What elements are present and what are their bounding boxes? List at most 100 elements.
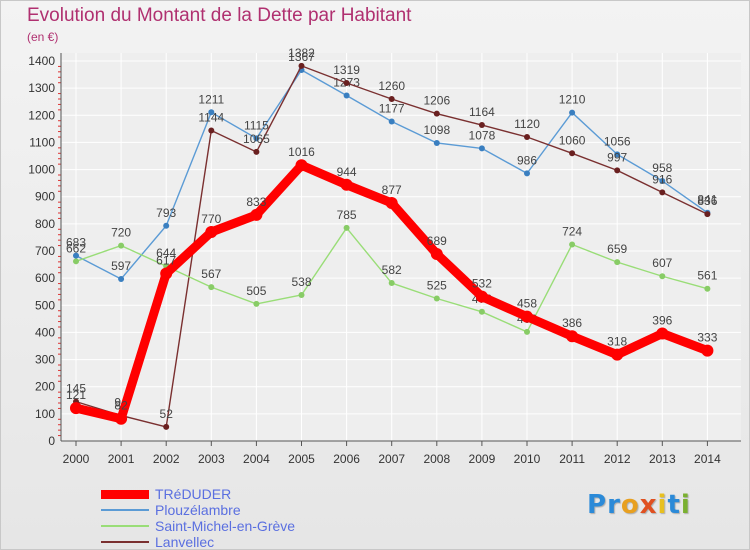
x-tick-label: 2004 [243, 452, 270, 466]
legend-swatch [101, 489, 149, 499]
data-point-saint-michel-en-gr-ve [478, 308, 485, 315]
y-tick-label: 0 [48, 434, 55, 448]
data-point-lanvellec [614, 167, 621, 174]
y-tick-label: 600 [35, 271, 55, 285]
data-label-tr-duder: 1016 [288, 145, 315, 159]
data-label-lanvellec: 145 [66, 382, 86, 396]
data-point-tr-duder [250, 208, 263, 221]
chart-unit-label: (en €) [27, 30, 59, 44]
data-point-plouz-lambre [388, 118, 395, 125]
data-point-tr-duder [566, 330, 579, 343]
data-label-tr-duder: 386 [562, 316, 582, 330]
legend-swatch [101, 541, 149, 543]
data-label-saint-michel-en-gr-ve: 659 [607, 242, 627, 256]
data-point-saint-michel-en-gr-ve [659, 273, 666, 280]
y-tick-label: 1200 [28, 108, 55, 122]
chart-legend: TRéDUDER Plouzélambre Saint-Michel-en-Grèv… [101, 486, 295, 550]
data-point-tr-duder [340, 178, 353, 191]
data-label-tr-duder: 458 [517, 297, 537, 311]
x-tick-label: 2012 [604, 452, 631, 466]
data-label-lanvellec: 1164 [469, 105, 495, 119]
logo-letter: t [667, 490, 681, 520]
x-tick-label: 2001 [108, 452, 135, 466]
data-point-lanvellec [704, 211, 711, 218]
data-label-saint-michel-en-gr-ve: 644 [156, 246, 176, 260]
data-point-plouz-lambre [253, 135, 260, 142]
data-point-saint-michel-en-gr-ve [343, 224, 350, 231]
data-point-saint-michel-en-gr-ve [208, 284, 215, 291]
data-point-saint-michel-en-gr-ve [433, 295, 440, 302]
logo-letter: o [620, 490, 640, 520]
y-tick-label: 300 [35, 353, 55, 367]
data-point-saint-michel-en-gr-ve [388, 280, 395, 287]
data-label-plouz-lambre: 986 [517, 153, 537, 167]
data-label-saint-michel-en-gr-ve: 582 [382, 263, 402, 277]
data-point-lanvellec [569, 150, 576, 157]
x-tick-label: 2011 [559, 452, 585, 466]
legend-item-lanvellec: Lanvellec [101, 534, 295, 550]
legend-label: Lanvellec [155, 534, 215, 550]
data-point-plouz-lambre [659, 177, 666, 184]
data-label-lanvellec: 836 [697, 194, 717, 208]
data-label-lanvellec: 1382 [288, 46, 315, 60]
data-point-lanvellec [208, 127, 215, 134]
data-point-tr-duder [385, 196, 398, 209]
data-label-tr-duder: 532 [472, 277, 492, 291]
data-label-tr-duder: 689 [427, 234, 447, 248]
data-label-lanvellec: 1060 [559, 133, 586, 147]
data-point-plouz-lambre [614, 151, 621, 158]
data-label-plouz-lambre: 1210 [559, 93, 586, 107]
x-tick-label: 2002 [153, 452, 180, 466]
chart-title: Evolution du Montant de la Dette par Hab… [27, 5, 412, 26]
data-label-tr-duder: 833 [246, 195, 266, 209]
data-label-plouz-lambre: 793 [156, 206, 176, 220]
data-point-tr-duder [521, 310, 533, 323]
x-tick-label: 2014 [694, 452, 721, 466]
data-point-tr-duder [160, 267, 173, 280]
logo-letter: P [587, 490, 608, 520]
data-label-lanvellec: 1144 [198, 110, 224, 124]
data-point-plouz-lambre [433, 139, 440, 146]
data-label-plouz-lambre: 1056 [604, 134, 631, 148]
data-label-saint-michel-en-gr-ve: 567 [201, 267, 221, 281]
legend-item-saint-michel-en-gr-ve: Saint-Michel-en-Grève [101, 518, 295, 534]
data-point-lanvellec [253, 148, 260, 155]
data-point-tr-duder [475, 290, 488, 303]
y-tick-label: 1100 [29, 135, 55, 149]
data-label-tr-duder: 121 [66, 388, 86, 402]
data-point-lanvellec [163, 423, 170, 430]
data-label-saint-michel-en-gr-ve: 525 [427, 279, 447, 293]
data-point-saint-michel-en-gr-ve [253, 300, 260, 307]
data-point-tr-duder [205, 226, 218, 238]
data-label-tr-duder: 333 [697, 331, 717, 345]
data-point-tr-duder [701, 344, 714, 357]
data-label-saint-michel-en-gr-ve: 607 [652, 256, 672, 270]
logo-letter: i [657, 490, 668, 520]
legend-label: Plouzélambre [155, 502, 241, 518]
data-label-saint-michel-en-gr-ve: 785 [337, 208, 357, 222]
data-point-tr-duder [295, 159, 308, 172]
data-point-plouz-lambre [163, 222, 170, 229]
data-label-saint-michel-en-gr-ve: 720 [111, 226, 131, 240]
data-label-saint-michel-en-gr-ve: 505 [246, 284, 266, 298]
data-label-plouz-lambre: 1115 [244, 118, 269, 132]
data-point-plouz-lambre [208, 109, 215, 116]
data-label-lanvellec: 52 [160, 407, 174, 421]
logo-letter: i [680, 490, 691, 520]
data-label-saint-michel-en-gr-ve: 662 [66, 241, 86, 255]
data-label-tr-duder: 877 [382, 183, 402, 197]
data-label-tr-duder: 617 [156, 254, 176, 268]
data-label-plouz-lambre: 1211 [198, 92, 224, 106]
data-label-plouz-lambre: 841 [697, 193, 717, 207]
data-point-tr-duder [115, 412, 128, 425]
data-label-lanvellec: 1206 [423, 94, 450, 108]
y-tick-label: 400 [35, 325, 55, 339]
data-point-saint-michel-en-gr-ve [524, 328, 530, 335]
y-tick-label: 1400 [28, 54, 55, 68]
data-label-tr-duder: 944 [337, 165, 357, 179]
data-label-lanvellec: 1260 [378, 79, 405, 93]
y-tick-label: 1300 [28, 81, 55, 95]
data-point-tr-duder [611, 348, 624, 361]
